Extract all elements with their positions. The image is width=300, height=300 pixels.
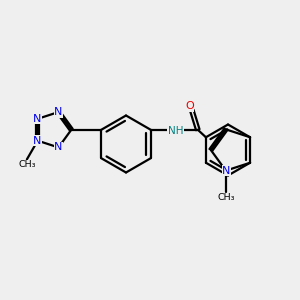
Text: N: N	[33, 114, 41, 124]
Text: N: N	[54, 142, 63, 152]
Text: NH: NH	[167, 126, 183, 136]
Text: N: N	[54, 107, 63, 117]
Text: O: O	[185, 101, 194, 111]
Text: N: N	[33, 136, 41, 146]
Text: CH₃: CH₃	[218, 193, 235, 202]
Text: N: N	[222, 166, 231, 176]
Text: CH₃: CH₃	[19, 160, 36, 169]
